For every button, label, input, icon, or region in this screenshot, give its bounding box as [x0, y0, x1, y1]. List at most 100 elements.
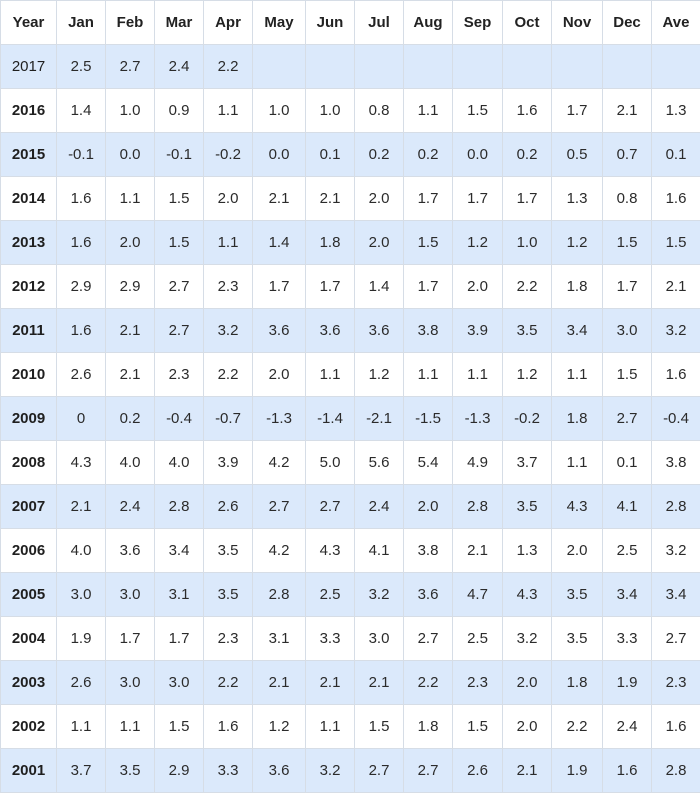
value-cell: 2.1	[453, 529, 503, 573]
value-cell	[552, 45, 603, 89]
value-cell: 3.2	[355, 573, 404, 617]
value-cell: 2.7	[404, 617, 453, 661]
value-cell: -0.1	[57, 133, 106, 177]
value-cell: 1.8	[552, 397, 603, 441]
value-cell: 2.6	[57, 353, 106, 397]
value-cell: 1.5	[155, 177, 204, 221]
value-cell: 1.0	[503, 221, 552, 265]
value-cell: 3.4	[603, 573, 652, 617]
value-cell: 4.3	[552, 485, 603, 529]
value-cell: 2.7	[155, 309, 204, 353]
value-cell: -0.7	[204, 397, 253, 441]
value-cell: 2.1	[106, 353, 155, 397]
value-cell: 2.9	[106, 265, 155, 309]
year-cell: 2007	[1, 485, 57, 529]
value-cell: 2.0	[355, 177, 404, 221]
value-cell: 4.0	[106, 441, 155, 485]
value-cell: -1.4	[306, 397, 355, 441]
value-cell: 3.3	[306, 617, 355, 661]
value-cell: 1.1	[306, 353, 355, 397]
value-cell: 1.6	[652, 705, 700, 749]
value-cell: 3.4	[155, 529, 204, 573]
value-cell: 5.4	[404, 441, 453, 485]
value-cell: 1.9	[57, 617, 106, 661]
value-cell: 1.0	[306, 89, 355, 133]
value-cell: 2.0	[453, 265, 503, 309]
value-cell: 2.1	[253, 661, 306, 705]
value-cell: 3.6	[253, 309, 306, 353]
year-cell: 2014	[1, 177, 57, 221]
value-cell: 3.8	[404, 309, 453, 353]
value-cell: 0.2	[503, 133, 552, 177]
value-cell: 3.2	[652, 529, 700, 573]
value-cell: 2.1	[503, 749, 552, 793]
value-cell: 4.7	[453, 573, 503, 617]
value-cell: 1.6	[204, 705, 253, 749]
value-cell: 2.1	[603, 89, 652, 133]
value-cell: 1.9	[552, 749, 603, 793]
value-cell: 2.8	[652, 749, 700, 793]
value-cell: 2.7	[106, 45, 155, 89]
year-cell: 2003	[1, 661, 57, 705]
value-cell: 2.4	[155, 45, 204, 89]
column-header-jan: Jan	[57, 1, 106, 45]
value-cell	[355, 45, 404, 89]
value-cell: 1.6	[652, 353, 700, 397]
value-cell: 1.2	[253, 705, 306, 749]
value-cell: 3.1	[155, 573, 204, 617]
value-cell: 2.2	[204, 353, 253, 397]
value-cell: -0.1	[155, 133, 204, 177]
value-cell: 2.0	[552, 529, 603, 573]
value-cell: 0.2	[355, 133, 404, 177]
value-cell: 4.0	[57, 529, 106, 573]
column-header-sep: Sep	[453, 1, 503, 45]
value-cell: 1.6	[503, 89, 552, 133]
value-cell: 1.8	[552, 265, 603, 309]
value-cell: 1.1	[106, 705, 155, 749]
value-cell: 3.6	[355, 309, 404, 353]
value-cell: 1.4	[57, 89, 106, 133]
value-cell: 4.3	[306, 529, 355, 573]
value-cell: 1.7	[106, 617, 155, 661]
value-cell: 1.8	[306, 221, 355, 265]
value-cell: 2.5	[306, 573, 355, 617]
value-cell: 1.2	[552, 221, 603, 265]
value-cell: 1.7	[603, 265, 652, 309]
value-cell: 1.5	[155, 705, 204, 749]
value-cell: 1.5	[404, 221, 453, 265]
value-cell: 2.0	[355, 221, 404, 265]
value-cell: 2.7	[652, 617, 700, 661]
value-cell: 2.7	[355, 749, 404, 793]
value-cell: 1.5	[652, 221, 700, 265]
value-cell: -1.5	[404, 397, 453, 441]
value-cell: 2.0	[503, 661, 552, 705]
value-cell: 2.2	[503, 265, 552, 309]
value-cell: 1.3	[503, 529, 552, 573]
value-cell: 5.6	[355, 441, 404, 485]
value-cell: 2.9	[57, 265, 106, 309]
value-cell: 3.0	[355, 617, 404, 661]
value-cell: 0.1	[306, 133, 355, 177]
value-cell: 4.2	[253, 529, 306, 573]
value-cell: 3.0	[603, 309, 652, 353]
value-cell: 3.5	[552, 573, 603, 617]
value-cell: 3.7	[503, 441, 552, 485]
value-cell: 3.4	[652, 573, 700, 617]
value-cell: 1.6	[57, 309, 106, 353]
value-cell: 3.5	[552, 617, 603, 661]
year-cell: 2001	[1, 749, 57, 793]
column-header-aug: Aug	[404, 1, 453, 45]
value-cell: 3.8	[652, 441, 700, 485]
value-cell: 5.0	[306, 441, 355, 485]
